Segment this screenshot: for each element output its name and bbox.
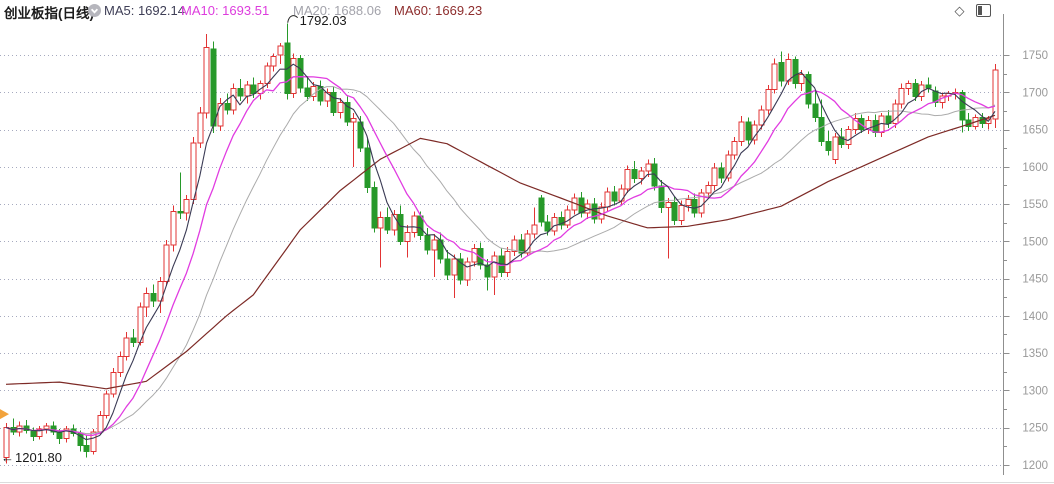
diamond-marker-icon[interactable]: ◇ [954, 3, 965, 18]
ma60-value: MA60: 1669.23 [394, 3, 483, 18]
svg-text:1700: 1700 [1022, 87, 1048, 99]
low-value: 1201.80 [15, 450, 62, 466]
chart-header: 创业板指(日线) MA5: 1692.14 MA10: 1693.51 MA20… [0, 0, 1054, 21]
ma10-value: MA10: 1693.51 [181, 3, 270, 18]
svg-text:1200: 1200 [1022, 460, 1048, 472]
instrument-title: 创业板指(日线) [4, 6, 94, 21]
svg-text:1500: 1500 [1022, 236, 1048, 248]
bottom-border [0, 482, 1054, 483]
panel-toggle-icon[interactable] [976, 3, 991, 18]
svg-text:1600: 1600 [1022, 162, 1048, 174]
annotation-marks [0, 15, 299, 420]
candles [3, 23, 999, 464]
svg-text:1550: 1550 [1022, 199, 1048, 211]
high-value: 1792.03 [299, 12, 347, 28]
left-arrow-icon: ← [1, 450, 14, 466]
svg-text:1250: 1250 [1022, 423, 1048, 435]
chart-toolbar: ◇ [952, 3, 991, 18]
svg-text:1400: 1400 [1022, 311, 1048, 323]
low-annotation: ←1201.80 [1, 450, 62, 465]
ma5-value: MA5: 1692.14 [104, 3, 185, 18]
gridlines [0, 55, 1002, 466]
chevron-down-icon[interactable] [88, 4, 101, 17]
price-axis: 1750 1700 1650 1600 1550 1500 1450 1400 1350 1300… [1003, 14, 1048, 475]
svg-text:1650: 1650 [1022, 125, 1048, 137]
svg-text:1300: 1300 [1022, 385, 1048, 397]
svg-text:1750: 1750 [1022, 50, 1048, 62]
svg-text:1350: 1350 [1022, 348, 1048, 360]
ma20-value: MA20: 1688.06 [293, 3, 382, 18]
ma-lines [5, 63, 996, 441]
svg-text:1450: 1450 [1022, 274, 1048, 286]
high-annotation: 1792.03 [300, 13, 347, 28]
